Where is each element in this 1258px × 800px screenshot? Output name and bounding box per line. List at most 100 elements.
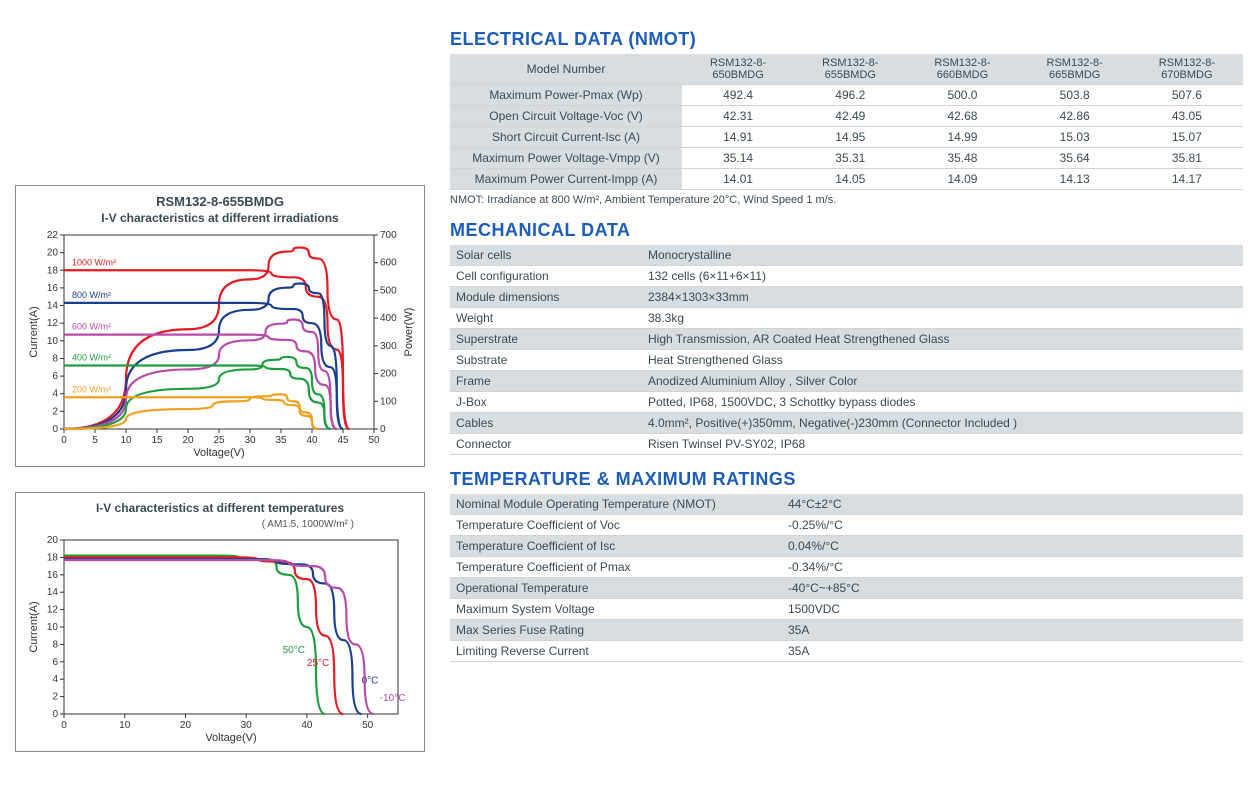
data-cell: J-Box bbox=[450, 392, 642, 413]
data-cell: -40°C~+85°C bbox=[782, 578, 1243, 599]
elec-cell: 35.48 bbox=[906, 148, 1018, 169]
data-cell: Anodized Aluminium Alloy , Silver Color bbox=[642, 371, 1243, 392]
data-cell: 44°C±2°C bbox=[782, 494, 1243, 515]
data-cell: Connector bbox=[450, 434, 642, 455]
svg-text:200 W/m²: 200 W/m² bbox=[72, 384, 111, 394]
elec-cell: 42.31 bbox=[682, 106, 794, 127]
elec-cell: 42.86 bbox=[1019, 106, 1131, 127]
elec-cell: 42.49 bbox=[794, 106, 906, 127]
chart1-title: RSM132-8-655BMDG bbox=[26, 194, 414, 209]
svg-text:16: 16 bbox=[47, 570, 59, 581]
svg-text:2: 2 bbox=[52, 692, 58, 703]
svg-text:400 W/m²: 400 W/m² bbox=[72, 353, 111, 363]
chart1-subtitle: I-V characteristics at different irradia… bbox=[26, 211, 414, 225]
svg-text:30: 30 bbox=[244, 435, 256, 446]
svg-text:40: 40 bbox=[301, 720, 313, 731]
data-cell: Maximum System Voltage bbox=[450, 599, 782, 620]
elec-cell: Short Circuit Current-Isc (A) bbox=[450, 127, 682, 148]
elec-cell: 14.05 bbox=[794, 169, 906, 190]
chart2-note: ( AM1.5, 1000W/m² ) bbox=[26, 519, 414, 530]
data-cell: 0.04%/°C bbox=[782, 536, 1243, 557]
svg-text:Voltage(V): Voltage(V) bbox=[193, 447, 244, 459]
elec-header-cell: Model Number bbox=[450, 54, 682, 85]
elec-cell: Maximum Power Voltage-Vmpp (V) bbox=[450, 148, 682, 169]
elec-cell: 15.07 bbox=[1131, 127, 1243, 148]
elec-cell: 503.8 bbox=[1019, 85, 1131, 106]
svg-text:0: 0 bbox=[61, 435, 67, 446]
mechanical-table: Solar cellsMonocrystallineCell configura… bbox=[450, 245, 1243, 455]
svg-text:0: 0 bbox=[52, 709, 58, 720]
svg-text:18: 18 bbox=[47, 265, 59, 276]
charts-column: RSM132-8-655BMDG I-V characteristics at … bbox=[15, 15, 425, 777]
svg-text:10: 10 bbox=[119, 720, 131, 731]
svg-text:16: 16 bbox=[47, 283, 59, 294]
elec-header-cell: RSM132-8-665BMDG bbox=[1019, 54, 1131, 85]
svg-text:14: 14 bbox=[47, 587, 59, 598]
svg-text:50: 50 bbox=[362, 720, 374, 731]
elec-cell: Maximum Power Current-Impp (A) bbox=[450, 169, 682, 190]
data-cell: Max Series Fuse Rating bbox=[450, 620, 782, 641]
elec-cell: 35.31 bbox=[794, 148, 906, 169]
data-cell: Module dimensions bbox=[450, 287, 642, 308]
temperature-table: Nominal Module Operating Temperature (NM… bbox=[450, 494, 1243, 662]
svg-text:10: 10 bbox=[47, 336, 59, 347]
data-cell: 132 cells (6×11+6×11) bbox=[642, 266, 1243, 287]
electrical-heading: ELECTRICAL DATA (NMOT) bbox=[450, 29, 1243, 50]
svg-text:18: 18 bbox=[47, 552, 59, 563]
data-cell: Frame bbox=[450, 371, 642, 392]
svg-text:400: 400 bbox=[380, 313, 397, 324]
data-cell: Temperature Coefficient of Pmax bbox=[450, 557, 782, 578]
data-column: ELECTRICAL DATA (NMOT) Model NumberRSM13… bbox=[450, 15, 1243, 777]
data-cell: 4.0mm², Positive(+)350mm, Negative(-)230… bbox=[642, 413, 1243, 434]
iv-irradiance-chart: 0510152025303540455002468101214161820220… bbox=[26, 229, 416, 459]
elec-header-cell: RSM132-8-655BMDG bbox=[794, 54, 906, 85]
svg-text:2: 2 bbox=[52, 406, 58, 417]
data-cell: Potted, IP68, 1500VDC, 3 Schottky bypass… bbox=[642, 392, 1243, 413]
data-cell: Cables bbox=[450, 413, 642, 434]
temperature-heading: TEMPERATURE & MAXIMUM RATINGS bbox=[450, 469, 1243, 490]
elec-cell: 14.17 bbox=[1131, 169, 1243, 190]
svg-text:Current(A): Current(A) bbox=[28, 601, 40, 652]
elec-cell: 14.13 bbox=[1019, 169, 1131, 190]
svg-text:12: 12 bbox=[47, 318, 59, 329]
svg-text:100: 100 bbox=[380, 396, 397, 407]
data-cell: Weight bbox=[450, 308, 642, 329]
svg-text:20: 20 bbox=[182, 435, 194, 446]
electrical-table: Model NumberRSM132-8-650BMDGRSM132-8-655… bbox=[450, 54, 1243, 190]
elec-cell: 14.95 bbox=[794, 127, 906, 148]
data-cell: Temperature Coefficient of Isc bbox=[450, 536, 782, 557]
elec-cell: 507.6 bbox=[1131, 85, 1243, 106]
svg-text:0: 0 bbox=[380, 424, 386, 435]
svg-text:8: 8 bbox=[52, 353, 58, 364]
elec-header-cell: RSM132-8-670BMDG bbox=[1131, 54, 1243, 85]
svg-text:800 W/m²: 800 W/m² bbox=[72, 290, 111, 300]
elec-header-cell: RSM132-8-660BMDG bbox=[906, 54, 1018, 85]
svg-text:10: 10 bbox=[120, 435, 132, 446]
svg-text:50°C: 50°C bbox=[283, 645, 305, 656]
elec-cell: 42.68 bbox=[906, 106, 1018, 127]
svg-text:-10°C: -10°C bbox=[380, 693, 406, 704]
elec-cell: 14.91 bbox=[682, 127, 794, 148]
elec-cell: 43.05 bbox=[1131, 106, 1243, 127]
svg-text:40: 40 bbox=[306, 435, 318, 446]
data-cell: Heat Strengthened Glass bbox=[642, 350, 1243, 371]
svg-text:0: 0 bbox=[52, 424, 58, 435]
svg-text:5: 5 bbox=[92, 435, 98, 446]
elec-cell: Open Circuit Voltage-Voc (V) bbox=[450, 106, 682, 127]
data-cell: Risen Twinsel PV-SY02, IP68 bbox=[642, 434, 1243, 455]
svg-text:600 W/m²: 600 W/m² bbox=[72, 322, 111, 332]
svg-text:14: 14 bbox=[47, 301, 59, 312]
svg-text:50: 50 bbox=[368, 435, 380, 446]
data-cell: Limiting Reverse Current bbox=[450, 641, 782, 662]
data-cell: 2384×1303×33mm bbox=[642, 287, 1243, 308]
svg-text:22: 22 bbox=[47, 230, 59, 241]
elec-cell: 35.14 bbox=[682, 148, 794, 169]
data-cell: High Transmission, AR Coated Heat Streng… bbox=[642, 329, 1243, 350]
svg-text:Current(A): Current(A) bbox=[28, 306, 40, 357]
iv-irradiance-chart-box: RSM132-8-655BMDG I-V characteristics at … bbox=[15, 185, 425, 467]
svg-text:0: 0 bbox=[61, 720, 67, 731]
svg-text:1000 W/m²: 1000 W/m² bbox=[72, 257, 116, 267]
svg-text:45: 45 bbox=[337, 435, 349, 446]
svg-text:35: 35 bbox=[275, 435, 287, 446]
data-cell: Monocrystalline bbox=[642, 245, 1243, 266]
